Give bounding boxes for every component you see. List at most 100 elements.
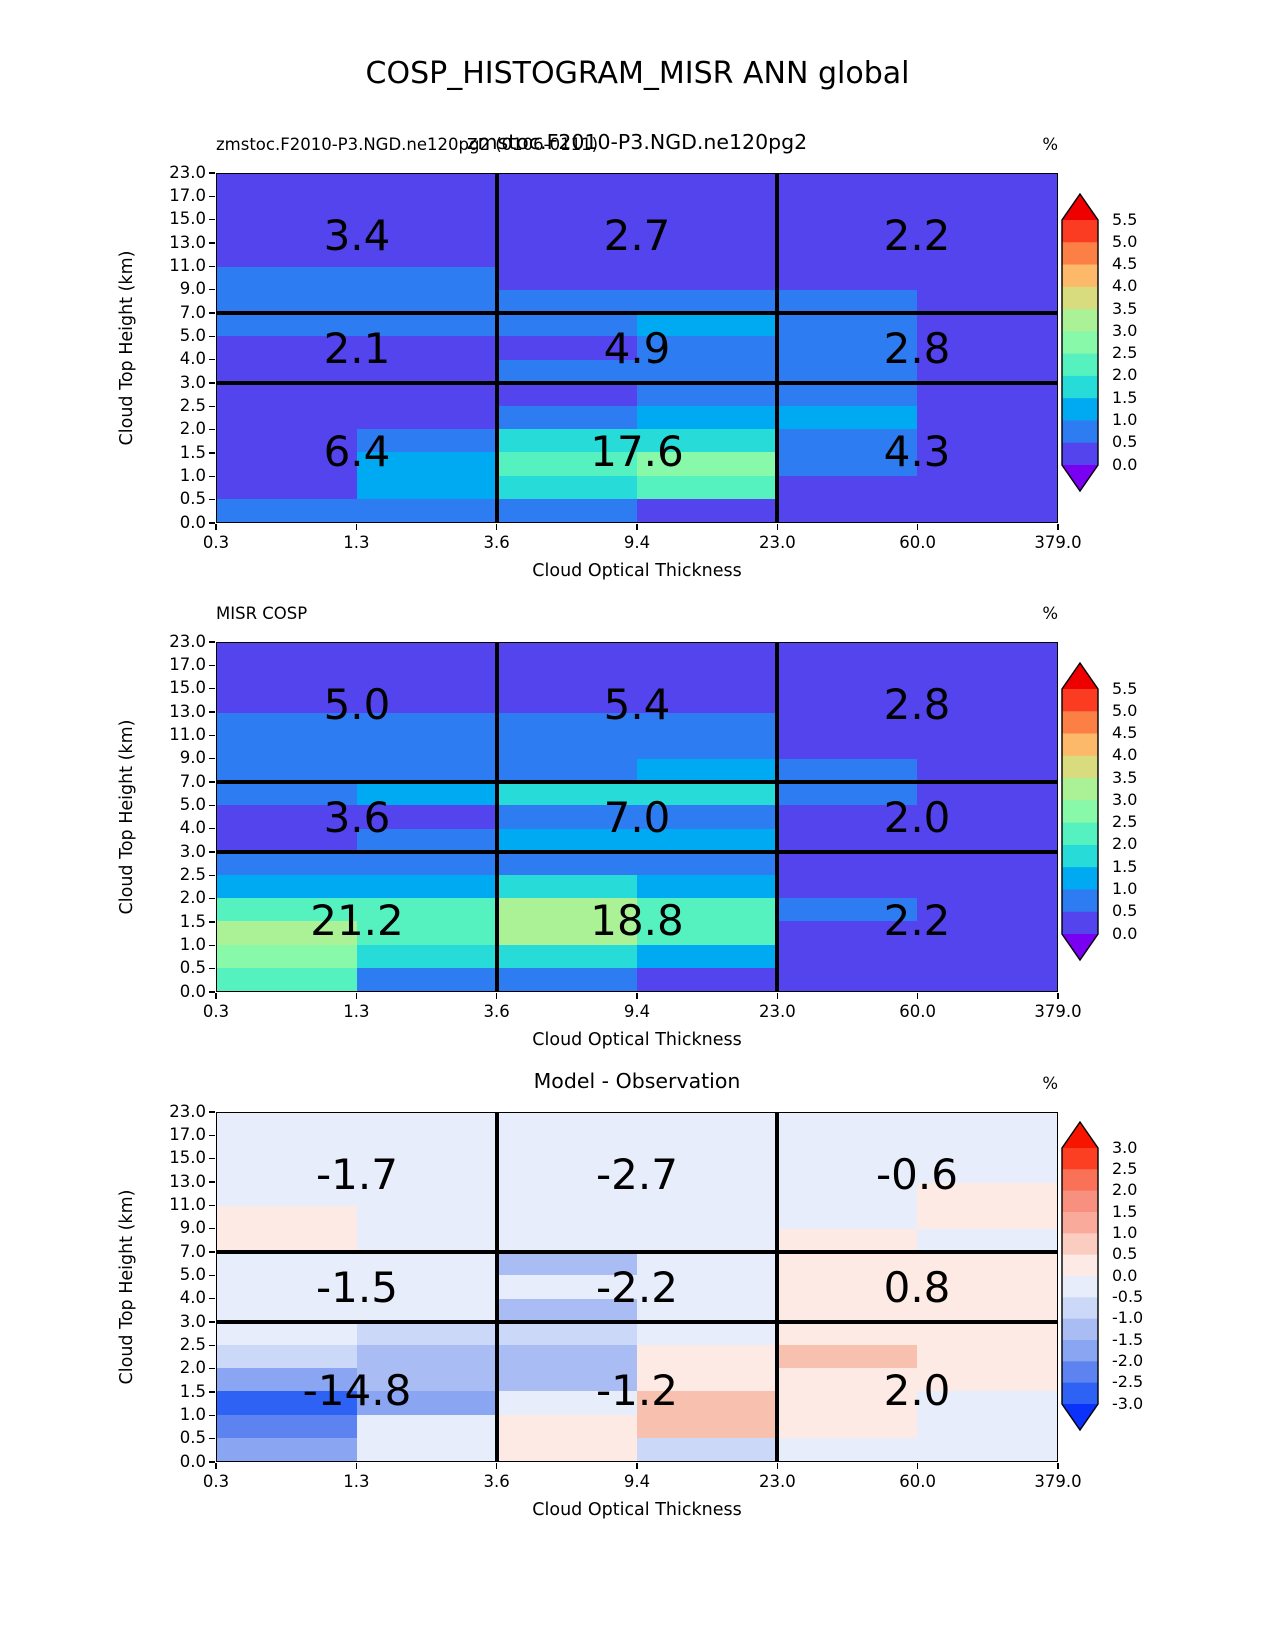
- heatmap-cell: [497, 735, 637, 759]
- x-tick-label: 379.0: [1034, 533, 1082, 552]
- heatmap-cell: [637, 382, 777, 406]
- y-tick-label: 23.0: [169, 162, 206, 182]
- heatmap-cell: [637, 1345, 777, 1369]
- panel-observation-plot: 5.0 5.4 2.8 3.6 7.0 2.0 21.2 18.8 2.2: [216, 642, 1058, 992]
- heatmap-cell: [357, 851, 497, 875]
- x-tick-label: 379.0: [1034, 1002, 1082, 1021]
- heatmap-cell: [777, 498, 917, 522]
- region-value: 3.4: [323, 211, 391, 260]
- heatmap-cell: [217, 174, 357, 198]
- y-tick-label: 4.0: [179, 349, 206, 369]
- heatmap-cell: [637, 1298, 777, 1322]
- heatmap-cell: [357, 944, 497, 968]
- heatmap-cell: [497, 1229, 637, 1253]
- colorbar-outline: [1061, 662, 1099, 962]
- colorbar-arrow-bottom: [1062, 465, 1098, 491]
- heatmap-grid: [217, 174, 1057, 522]
- heatmap-cell: [217, 313, 357, 337]
- y-axis-label: Cloud Top Height (km): [117, 720, 322, 915]
- heatmap-cell: [217, 452, 357, 476]
- x-tick-label: 60.0: [899, 533, 937, 552]
- heatmap-cell: [357, 1182, 497, 1206]
- heatmap-cell: [637, 174, 777, 198]
- heatmap-cell: [357, 266, 497, 290]
- figure-title: COSP_HISTOGRAM_MISR ANN global: [365, 56, 910, 91]
- heatmap-cell: [497, 452, 637, 476]
- region-separator-horizontal: [217, 381, 1057, 385]
- heatmap-cell: [917, 1136, 1057, 1160]
- heatmap-cell: [777, 1414, 917, 1438]
- heatmap-cell: [777, 1298, 917, 1322]
- heatmap-cell: [637, 643, 777, 667]
- colorbar-tick-label: 5.5: [1112, 678, 1138, 698]
- colorbar: [1061, 662, 1099, 962]
- x-tick-label: 1.3: [343, 533, 370, 552]
- heatmap-cell: [777, 220, 917, 244]
- colorbar-segment: [1062, 689, 1098, 712]
- y-tick-mark: [209, 265, 215, 268]
- heatmap-cell: [637, 243, 777, 267]
- y-tick-label: 9.0: [179, 279, 206, 299]
- region-separator-horizontal: [217, 311, 1057, 315]
- x-tick-mark: [1057, 1463, 1059, 1469]
- panel-title-center: Model - Observation: [533, 1069, 741, 1093]
- colorbar-tick-label: 4.5: [1112, 723, 1138, 743]
- heatmap-cell: [917, 643, 1057, 667]
- y-tick-mark: [209, 1391, 215, 1393]
- y-tick-mark: [209, 1367, 215, 1370]
- x-tick-mark: [776, 993, 779, 999]
- heatmap-cell: [777, 452, 917, 476]
- heatmap-cell: [357, 452, 497, 476]
- heatmap-cell: [217, 197, 357, 221]
- heatmap-cell: [637, 313, 777, 337]
- heatmap-cell: [917, 828, 1057, 852]
- heatmap-cell: [497, 643, 637, 667]
- colorbar-segment: [1062, 286, 1098, 310]
- heatmap-cell: [497, 1252, 637, 1276]
- heatmap-cell: [777, 875, 917, 899]
- colorbar-segment: [1062, 800, 1098, 824]
- y-tick-label: 13.0: [169, 701, 206, 721]
- heatmap-cell: [777, 1321, 917, 1345]
- heatmap-cell: [497, 851, 637, 875]
- heatmap-cell: [637, 1437, 777, 1461]
- x-tick-mark: [636, 524, 638, 530]
- heatmap-cell: [217, 290, 357, 314]
- colorbar-segment: [1062, 1297, 1098, 1320]
- colorbar-tick-label: -2.0: [1112, 1350, 1144, 1370]
- heatmap-cell: [917, 1414, 1057, 1438]
- heatmap-cell: [777, 313, 917, 337]
- heatmap-cell: [917, 1368, 1057, 1392]
- heatmap-cell: [217, 944, 357, 968]
- heatmap-cell: [777, 898, 917, 922]
- y-tick-label: 4.0: [179, 818, 206, 838]
- heatmap-cell: [497, 382, 637, 406]
- y-tick-mark: [209, 897, 215, 900]
- heatmap-cell: [497, 1113, 637, 1137]
- heatmap-cell: [217, 828, 357, 852]
- heatmap-cell: [217, 475, 357, 499]
- heatmap-cell: [357, 735, 497, 759]
- heatmap-cell: [497, 921, 637, 945]
- heatmap-cell: [637, 406, 777, 430]
- colorbar-segment: [1062, 911, 1098, 935]
- y-tick-mark: [209, 428, 215, 431]
- x-axis-label: Cloud Optical Thickness: [532, 1500, 742, 1520]
- y-tick-mark: [209, 664, 215, 667]
- x-axis-label: Cloud Optical Thickness: [532, 1030, 742, 1050]
- heatmap-cell: [637, 712, 777, 736]
- heatmap-cell: [777, 712, 917, 736]
- region-separator-vertical: [775, 643, 779, 991]
- region-value: -1.2: [596, 1366, 678, 1415]
- region-value: 3.6: [323, 793, 391, 842]
- x-tick-mark: [636, 993, 638, 999]
- heatmap-cell: [917, 921, 1057, 945]
- heatmap-cell: [917, 359, 1057, 383]
- heatmap-cell: [497, 1298, 637, 1322]
- x-tick-label: 3.6: [483, 533, 510, 552]
- heatmap-cell: [637, 828, 777, 852]
- x-tick-label: 0.3: [202, 533, 230, 552]
- heatmap-cell: [497, 406, 637, 430]
- colorbar-tick-label: 5.0: [1112, 231, 1138, 251]
- heatmap-cell: [217, 1298, 357, 1322]
